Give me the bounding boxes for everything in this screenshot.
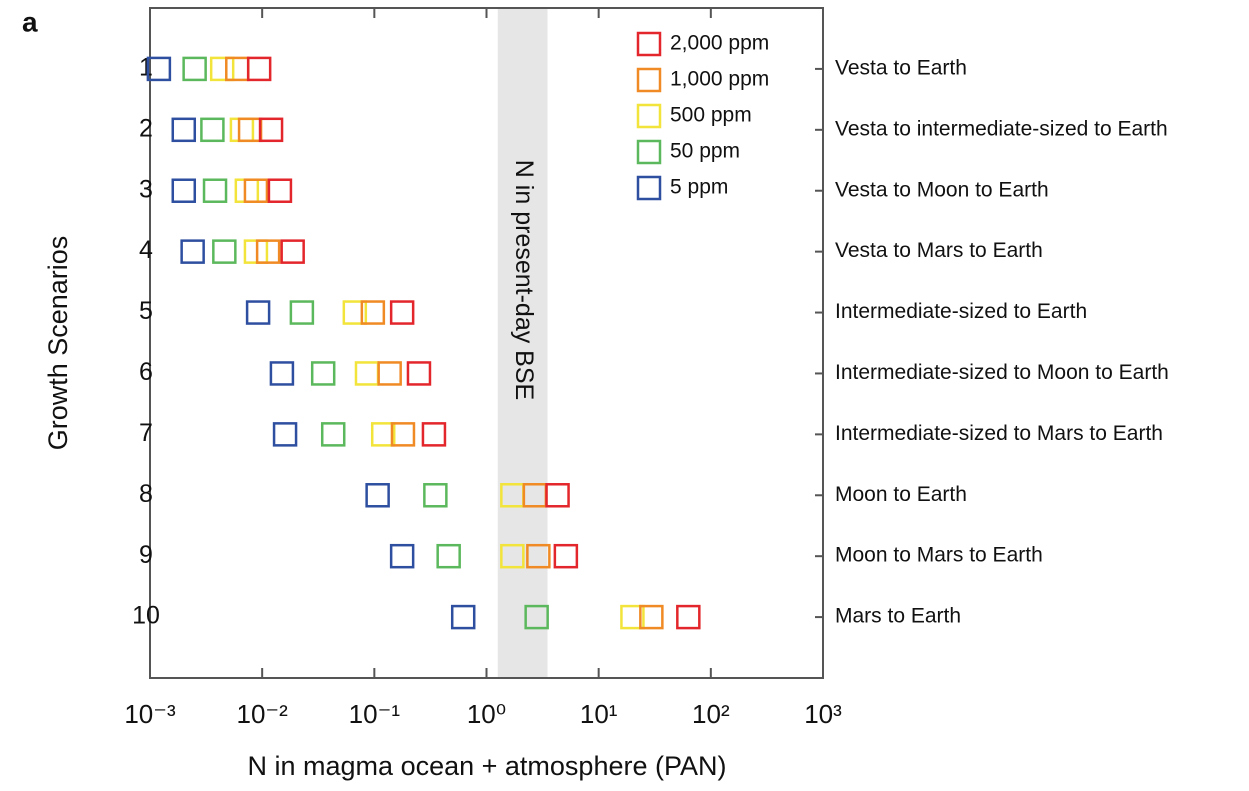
point [500, 543, 525, 569]
x-tick-label: 10¹ [580, 699, 618, 729]
point [245, 300, 271, 325]
point [258, 117, 284, 143]
point [360, 300, 386, 325]
point [389, 300, 415, 325]
legend-label: 5 ppm [670, 176, 728, 199]
point [243, 178, 269, 203]
scenario-name: Moon to Mars to Earth [835, 544, 1043, 567]
legend-swatch [636, 103, 662, 129]
band-label: N in present-day BSE [510, 160, 538, 400]
point [272, 422, 298, 447]
point [229, 117, 255, 143]
legend-swatch [636, 67, 662, 93]
point [212, 239, 237, 264]
point [255, 239, 281, 264]
x-tick-label: 10⁻³ [124, 699, 176, 729]
point [354, 361, 380, 386]
point [526, 543, 551, 569]
point [182, 56, 207, 82]
x-tick-label: 10³ [804, 699, 842, 729]
point [450, 604, 476, 630]
scenario-name: Intermediate-sized to Moon to Earth [835, 361, 1169, 384]
point [237, 117, 263, 143]
point [365, 483, 390, 508]
scenario-name: Moon to Earth [835, 483, 967, 506]
point [553, 543, 579, 569]
point [421, 422, 447, 447]
y-tick-label: 9 [139, 541, 153, 569]
point [524, 604, 549, 630]
point [280, 239, 305, 264]
point [209, 56, 235, 82]
point [202, 178, 228, 203]
x-axis-label: N in magma ocean + atmosphere (PAN) [248, 751, 727, 781]
point [267, 178, 293, 203]
x-tick-label: 10⁻¹ [349, 699, 401, 729]
legend-swatch [636, 31, 662, 57]
y-tick-label: 8 [139, 480, 153, 508]
panel-label: a [22, 6, 38, 37]
point [406, 361, 432, 386]
y-tick-label: 3 [139, 175, 153, 203]
legend-swatch [636, 175, 662, 201]
legend-label: 500 ppm [670, 104, 752, 127]
point [676, 604, 701, 630]
scenario-name: Vesta to Earth [835, 56, 967, 79]
y-tick-label: 10 [132, 602, 160, 630]
point [320, 422, 346, 447]
point [423, 483, 448, 508]
point [269, 361, 295, 386]
point [310, 361, 336, 386]
point [246, 56, 272, 82]
legend-label: 50 ppm [670, 140, 740, 163]
point [146, 56, 172, 82]
scenario-name: Intermediate-sized to Earth [835, 300, 1087, 323]
point [620, 604, 645, 630]
point [639, 604, 664, 630]
point [390, 422, 416, 447]
scenario-name: Vesta to intermediate-sized to Earth [835, 117, 1168, 140]
legend-swatch [636, 139, 662, 165]
y-axis-label: Growth Scenarios [43, 236, 73, 451]
x-tick-label: 10² [692, 699, 730, 729]
y-tick-label: 2 [139, 114, 153, 142]
point [171, 178, 197, 203]
scenario-name: Vesta to Mars to Earth [835, 239, 1043, 262]
point [234, 178, 260, 203]
scenario-name: Vesta to Moon to Earth [835, 178, 1049, 201]
point [377, 361, 402, 386]
y-tick-label: 6 [139, 358, 153, 386]
point [370, 422, 396, 447]
y-tick-label: 1 [139, 54, 153, 82]
scenario-name: Intermediate-sized to Mars to Earth [835, 422, 1163, 445]
x-tick-label: 10⁰ [467, 699, 506, 729]
point [545, 483, 570, 508]
x-tick-label: 10⁻² [237, 699, 289, 729]
point [436, 543, 461, 569]
point [171, 117, 197, 143]
point [389, 543, 415, 569]
legend-label: 1,000 ppm [670, 68, 769, 91]
point [225, 56, 250, 82]
y-tick-label: 5 [139, 297, 153, 325]
legend-label: 2,000 ppm [670, 32, 769, 55]
y-tick-label: 7 [139, 419, 153, 447]
point [200, 117, 225, 143]
point [289, 300, 315, 325]
scenario-name: Mars to Earth [835, 605, 961, 628]
y-tick-label: 4 [139, 236, 153, 264]
point [180, 239, 205, 264]
point [342, 300, 368, 325]
